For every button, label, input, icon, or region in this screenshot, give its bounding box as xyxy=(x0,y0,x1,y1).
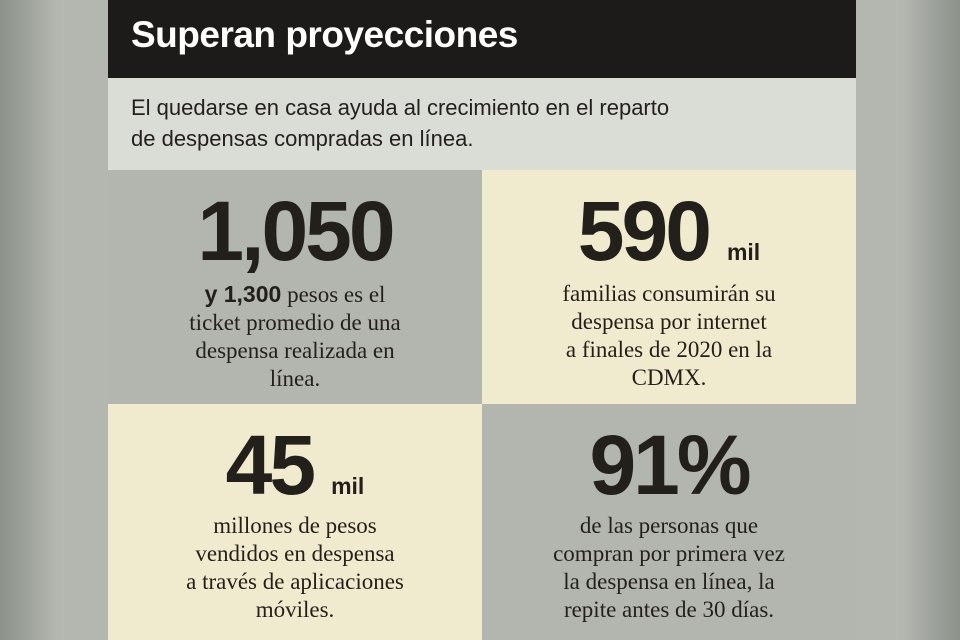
subtitle-line-2: de despensas compradas en línea. xyxy=(131,126,474,151)
stat-description-line: a través de aplicaciones xyxy=(186,569,404,594)
stat-description-line: línea. xyxy=(269,366,321,391)
stat-description-line: CDMX. xyxy=(631,365,707,390)
stat-description-line: pesos es el xyxy=(281,282,386,307)
stat-description: familias consumirán su despensa por inte… xyxy=(502,280,836,392)
stat-value: 1,050 xyxy=(197,184,395,278)
infographic-title: Superan proyecciones xyxy=(131,14,518,55)
stat-description: de las personas que compran por primera … xyxy=(502,512,836,624)
subtitle-line-1: El quedarse en casa ayuda al crecimiento… xyxy=(131,95,670,120)
stat-unit: mil xyxy=(331,473,365,499)
stat-description-line: ticket promedio de una xyxy=(189,310,401,335)
stat-description-line: compran por primera vez xyxy=(553,541,785,566)
stat-description-line: millones de pesos xyxy=(213,513,377,538)
stat-unit: mil xyxy=(726,239,761,265)
stat-description-line: la despensa en línea, la xyxy=(563,569,775,594)
stat-description-line: a finales de 2020 en la xyxy=(565,337,773,362)
stat-value-row: 590 mil xyxy=(482,188,856,274)
stat-description-line: móviles. xyxy=(255,597,335,622)
stat-description-bold: y 1,300 xyxy=(204,281,282,307)
stat-value: 91% xyxy=(589,418,751,512)
infographic-subtitle: El quedarse en casa ayuda al crecimiento… xyxy=(131,92,831,154)
stat-card-families: 590 mil familias consumirán su despensa p… xyxy=(482,170,856,404)
subtitle-band: El quedarse en casa ayuda al crecimiento… xyxy=(108,78,856,170)
stat-description-line: despensa realizada en xyxy=(195,338,395,363)
stat-description-line: repite antes de 30 días. xyxy=(563,597,775,622)
stat-description-line: de las personas que xyxy=(579,513,759,538)
stat-card-repeat-buyers: 91% de las personas que compran por prim… xyxy=(482,404,856,640)
infographic-card: Superan proyecciones El quedarse en casa… xyxy=(108,0,856,640)
stat-value: 45 xyxy=(225,418,316,512)
stat-description: millones de pesos vendidos en despensa a… xyxy=(128,512,462,624)
stat-card-ticket-average: 1,050 y 1,300 pesos es el ticket promedi… xyxy=(108,170,482,404)
stat-description-line: despensa por internet xyxy=(571,309,767,334)
stat-value-row: 45 mil xyxy=(108,422,482,508)
stat-description-line: familias consumirán su xyxy=(562,281,776,306)
title-bar: Superan proyecciones xyxy=(108,0,856,78)
stat-value-row: 91% xyxy=(482,422,856,508)
stat-card-app-sales: 45 mil millones de pesos vendidos en desp… xyxy=(108,404,482,640)
stat-value: 590 xyxy=(577,184,712,278)
stat-description-line: vendidos en despensa xyxy=(195,541,395,566)
stat-value-row: 1,050 xyxy=(108,188,482,274)
stat-description: y 1,300 pesos es el ticket promedio de u… xyxy=(128,280,462,393)
